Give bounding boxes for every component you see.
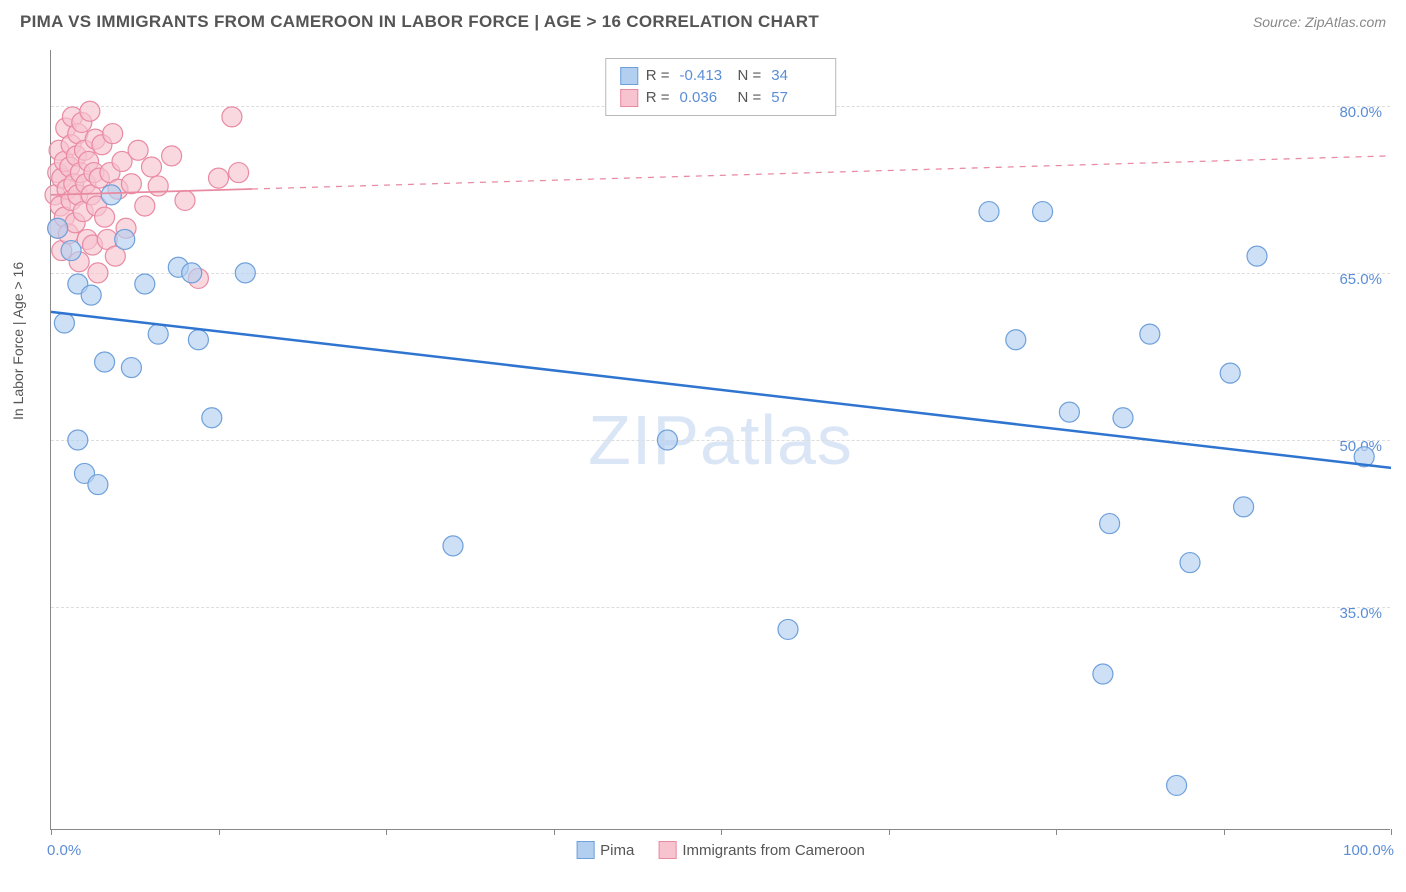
r-value: -0.413 (680, 65, 730, 87)
legend-swatch (658, 841, 676, 859)
data-point (1113, 408, 1133, 428)
legend-swatch (620, 67, 638, 85)
data-point (778, 619, 798, 639)
legend-label: Immigrants from Cameroon (682, 842, 865, 859)
data-point (121, 358, 141, 378)
r-label: R = (646, 87, 670, 109)
data-point (1220, 363, 1240, 383)
x-tick (721, 829, 722, 835)
x-tick (386, 829, 387, 835)
legend-label: Pima (600, 842, 634, 859)
data-point (128, 140, 148, 160)
source-attribution: Source: ZipAtlas.com (1253, 14, 1386, 30)
data-point (1059, 402, 1079, 422)
legend-swatch (620, 89, 638, 107)
x-tick (1056, 829, 1057, 835)
chart-title: PIMA VS IMMIGRANTS FROM CAMEROON IN LABO… (20, 12, 819, 32)
n-label: N = (738, 65, 762, 87)
data-point (95, 352, 115, 372)
data-point (235, 263, 255, 283)
x-tick (1224, 829, 1225, 835)
data-point (115, 229, 135, 249)
data-point (148, 176, 168, 196)
data-point (1006, 330, 1026, 350)
data-point (135, 196, 155, 216)
y-axis-label: In Labor Force | Age > 16 (10, 262, 26, 420)
x-axis-min-label: 0.0% (47, 842, 81, 859)
data-point (188, 330, 208, 350)
x-tick (51, 829, 52, 835)
scatter-plot-svg (51, 50, 1390, 829)
x-tick (1391, 829, 1392, 835)
data-point (61, 241, 81, 261)
data-point (657, 430, 677, 450)
data-point (88, 475, 108, 495)
correlation-legend-box: R = -0.413 N = 34 R = 0.036 N = 57 (605, 58, 837, 116)
data-point (101, 185, 121, 205)
data-point (222, 107, 242, 127)
n-label: N = (738, 87, 762, 109)
legend-swatch (576, 841, 594, 859)
data-point (88, 263, 108, 283)
data-point (1100, 514, 1120, 534)
data-point (1234, 497, 1254, 517)
data-point (209, 168, 229, 188)
data-point (48, 218, 68, 238)
data-point (1093, 664, 1113, 684)
data-point (142, 157, 162, 177)
series-legend: Pima Immigrants from Cameroon (576, 841, 865, 859)
data-point (202, 408, 222, 428)
x-tick (219, 829, 220, 835)
data-point (121, 174, 141, 194)
x-tick (554, 829, 555, 835)
r-value: 0.036 (680, 87, 730, 109)
x-tick (889, 829, 890, 835)
data-point (175, 190, 195, 210)
data-point (1033, 202, 1053, 222)
data-point (95, 207, 115, 227)
correlation-legend-row: R = 0.036 N = 57 (620, 87, 822, 109)
data-point (68, 430, 88, 450)
data-point (103, 124, 123, 144)
data-point (979, 202, 999, 222)
data-point (80, 101, 100, 121)
data-point (182, 263, 202, 283)
data-point (1180, 553, 1200, 573)
data-point (1140, 324, 1160, 344)
data-point (54, 313, 74, 333)
data-point (81, 285, 101, 305)
data-point (1167, 775, 1187, 795)
legend-item: Immigrants from Cameroon (658, 841, 865, 859)
correlation-legend-row: R = -0.413 N = 34 (620, 65, 822, 87)
trend-line-solid (51, 312, 1391, 468)
x-axis-max-label: 100.0% (1343, 842, 1394, 859)
r-label: R = (646, 65, 670, 87)
data-point (148, 324, 168, 344)
n-value: 57 (771, 87, 821, 109)
trend-line-dashed (252, 156, 1391, 189)
data-point (443, 536, 463, 556)
legend-item: Pima (576, 841, 634, 859)
data-point (135, 274, 155, 294)
n-value: 34 (771, 65, 821, 87)
data-point (1247, 246, 1267, 266)
data-point (229, 163, 249, 183)
chart-plot-area: ZIPatlas 80.0%65.0%50.0%35.0% R =-0.413N… (50, 50, 1390, 830)
data-point (162, 146, 182, 166)
